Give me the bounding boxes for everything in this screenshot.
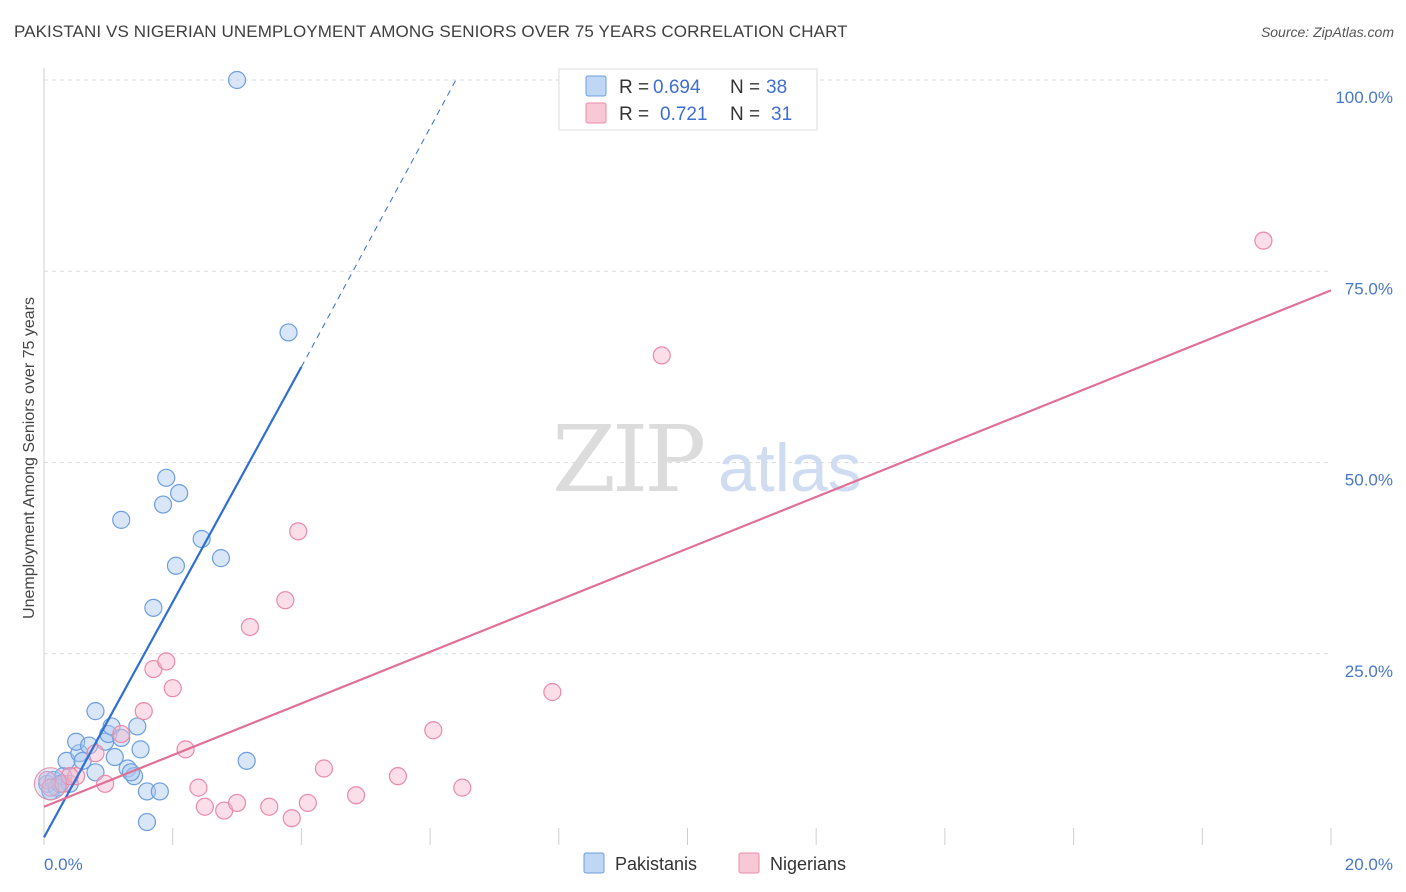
point-pakistanis-12 xyxy=(86,702,105,721)
y-tick-label-50: 50.0% xyxy=(1345,471,1393,490)
point-nigerians-6 xyxy=(112,724,131,744)
x-tick-label-min: 0.0% xyxy=(44,855,83,874)
point-pakistanis-32 xyxy=(211,549,231,568)
point-nigerians-27 xyxy=(543,682,562,702)
point-pakistanis-28 xyxy=(157,468,176,487)
point-cluster-origin xyxy=(33,767,67,801)
legend-r-label-pakistanis: R = xyxy=(619,77,649,98)
trend-line-pakistanis xyxy=(43,366,303,838)
legend-r-value-pakistanis: 0.694 xyxy=(653,77,701,98)
watermark-zip: ZIP xyxy=(552,406,703,513)
legend-r-value-nigerians: 0.721 xyxy=(660,104,708,125)
legend-n-label-pakistanis: N = xyxy=(730,77,760,98)
point-pakistanis-24 xyxy=(137,812,157,832)
source-label: Source: ZipAtlas.com xyxy=(1260,24,1394,40)
legend-n-value-pakistanis: 38 xyxy=(766,77,787,98)
point-pakistanis-25 xyxy=(144,598,163,617)
series-legend-label-nigerians: Nigerians xyxy=(770,854,846,874)
legend-swatch-pakistanis xyxy=(585,75,607,97)
point-pakistanis-26 xyxy=(112,510,131,529)
points-layer xyxy=(33,70,1273,832)
point-nigerians-18 xyxy=(276,591,295,610)
point-nigerians-10 xyxy=(163,679,182,698)
point-nigerians-15 xyxy=(227,793,247,813)
point-pakistanis-33 xyxy=(237,751,256,770)
point-nigerians-22 xyxy=(314,759,334,778)
chart-title: PAKISTANI VS NIGERIAN UNEMPLOYMENT AMONG… xyxy=(14,22,848,41)
x-tick-label-max: 20.0% xyxy=(1345,855,1393,874)
watermark: ZIP atlas xyxy=(552,406,862,513)
trend-layer xyxy=(43,79,1332,838)
point-pakistanis-17 xyxy=(112,728,131,748)
point-pakistanis-21 xyxy=(131,740,150,759)
y-tick-label-25: 25.0% xyxy=(1345,662,1393,681)
series-legend: Pakistanis Nigerians xyxy=(583,852,846,874)
point-pakistanis-34 xyxy=(279,323,298,342)
y-tick-label-75: 75.0% xyxy=(1345,279,1393,298)
point-pakistanis-23 xyxy=(150,782,169,801)
point-pakistanis-22 xyxy=(137,782,157,801)
point-nigerians-19 xyxy=(282,809,301,828)
series-legend-swatch-nigerians xyxy=(738,852,760,874)
point-nigerians-29 xyxy=(1254,231,1273,250)
point-nigerians-9 xyxy=(157,652,176,671)
legend-r-label-nigerians: R = xyxy=(619,104,649,125)
y-axis-label: Unemployment Among Seniors over 75 years xyxy=(21,297,38,619)
point-pakistanis-27 xyxy=(153,495,173,514)
point-pakistanis-29 xyxy=(170,484,189,503)
legend-swatch-nigerians xyxy=(585,102,607,124)
point-nigerians-26 xyxy=(453,778,472,797)
trend-line-extension-pakistanis xyxy=(300,79,457,368)
point-nigerians-25 xyxy=(424,721,443,740)
point-nigerians-28 xyxy=(652,346,671,365)
watermark-atlas: atlas xyxy=(718,430,862,506)
point-nigerians-21 xyxy=(298,793,317,813)
point-pakistanis-30 xyxy=(166,556,186,575)
legend-n-value-nigerians: 31 xyxy=(771,104,792,125)
axes-layer: 25.0% 50.0% 75.0% 100.0% 0.0% 20.0% xyxy=(43,68,1393,874)
point-nigerians-17 xyxy=(260,797,279,816)
point-nigerians-24 xyxy=(388,767,408,786)
point-nigerians-16 xyxy=(240,617,260,637)
stats-legend: R = 0.694 N = 38 R = 0.721 N = 31 xyxy=(558,68,818,131)
legend-n-label-nigerians: N = xyxy=(730,104,760,125)
point-nigerians-7 xyxy=(134,702,153,721)
point-pakistanis-20 xyxy=(128,717,147,736)
point-nigerians-23 xyxy=(346,786,366,805)
point-pakistanis-35 xyxy=(227,70,247,90)
point-nigerians-13 xyxy=(195,797,214,816)
series-legend-swatch-pakistanis xyxy=(583,852,605,874)
point-nigerians-20 xyxy=(289,522,308,541)
series-legend-label-pakistanis: Pakistanis xyxy=(615,854,697,874)
trend-line-nigerians xyxy=(43,289,1332,808)
y-tick-label-100: 100.0% xyxy=(1335,88,1393,107)
point-pakistanis-16 xyxy=(105,747,124,767)
point-nigerians-12 xyxy=(189,778,208,797)
